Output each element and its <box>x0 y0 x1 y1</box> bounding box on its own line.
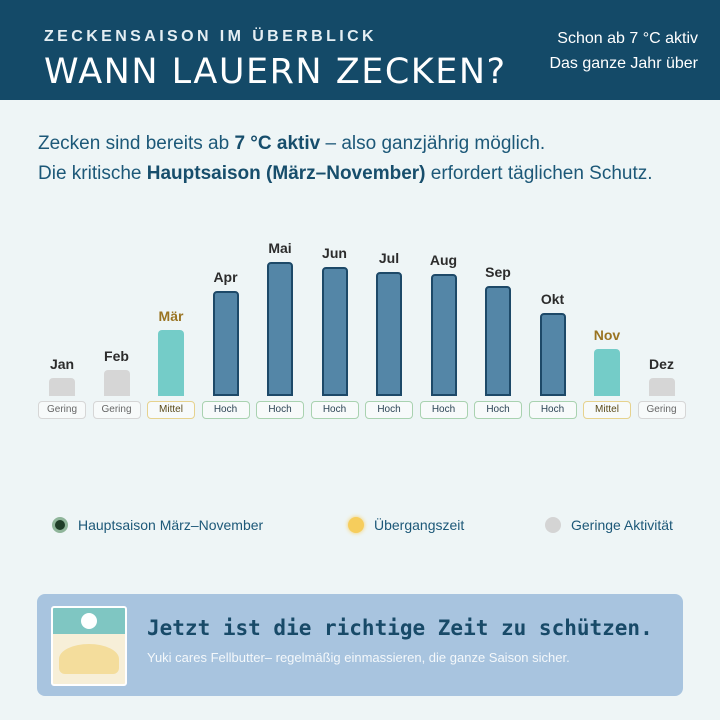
bar-mai <box>267 262 293 396</box>
legend-dot-icon <box>545 517 561 533</box>
legend-dot-icon <box>52 517 68 533</box>
month-label-dez: Dez <box>649 356 674 372</box>
bar-feb <box>103 370 130 396</box>
month-label-sep: Sep <box>485 264 511 280</box>
activity-chart: Jan Gering Feb Gering Mär Mittel Apr Hoch Mai Hoc… <box>0 230 720 430</box>
level-badge-dez: Gering <box>637 401 686 419</box>
month-label-mär: Mär <box>158 308 184 324</box>
month-label-jul: Jul <box>378 250 400 266</box>
intro-line-2: Die kritische Hauptsaison (März–November… <box>38 159 698 189</box>
legend-low-activity: Geringe Aktivität <box>545 517 673 533</box>
bar-nov <box>594 349 620 396</box>
brand-logo-icon <box>81 613 97 629</box>
level-badge-jul: Hoch <box>365 401 413 419</box>
bar-mär <box>158 330 184 396</box>
month-label-jan: Jan <box>49 356 75 372</box>
cta-title: Jetzt ist die richtige Zeit zu schützen. <box>147 616 653 640</box>
bar-jun <box>321 267 348 396</box>
intro-text-part: Die kritische <box>38 163 147 184</box>
product-illustration <box>59 644 119 674</box>
legend-transition: Übergangszeit <box>348 517 464 533</box>
level-badge-jan: Gering <box>38 401 86 419</box>
level-badge-sep: Hoch <box>474 401 522 419</box>
level-badge-jun: Hoch <box>310 401 359 419</box>
level-badge-nov: Mittel <box>583 401 631 419</box>
level-badge-okt: Hoch <box>528 401 577 419</box>
level-badge-feb: Gering <box>92 401 141 419</box>
bar-jul <box>376 272 402 396</box>
legend-label: Übergangszeit <box>374 517 465 533</box>
month-label-okt: Okt <box>540 291 565 307</box>
bar-apr <box>212 291 239 396</box>
page-title: WANN LAUERN ZECKEN? <box>44 52 507 92</box>
call-to-action-banner[interactable]: Jetzt ist die richtige Zeit zu schützen.… <box>37 594 683 696</box>
intro-text-part: Zecken sind bereits ab <box>38 133 235 154</box>
month-label-feb: Feb <box>104 348 129 364</box>
side-note: Schon ab 7 °C aktiv Das ganze Jahr über <box>549 26 698 76</box>
month-label-jun: Jun <box>322 245 347 261</box>
level-badge-mai: Hoch <box>256 401 304 419</box>
legend-label: Geringe Aktivität <box>571 517 673 533</box>
intro-highlight: 7 °C aktiv <box>234 133 321 154</box>
month-label-aug: Aug <box>429 252 458 268</box>
level-badge-aug: Hoch <box>419 401 468 419</box>
product-label-band <box>53 608 125 634</box>
intro-highlight: Hauptsaison (März–November) <box>146 163 426 184</box>
cta-subtitle: Yuki cares Fellbutter– regelmäßig einmas… <box>147 650 570 665</box>
intro-text-part: – also ganzjährig möglich. <box>320 133 546 154</box>
header-banner: ZECKENSAISON IM ÜBERBLICK WANN LAUERN ZE… <box>0 0 720 100</box>
month-label-mai: Mai <box>268 240 292 256</box>
bar-sep <box>485 286 511 396</box>
month-label-nov: Nov <box>593 327 621 343</box>
legend-main-season: Hauptsaison März–November <box>52 517 263 533</box>
bar-jan <box>49 378 75 396</box>
product-package-icon <box>51 606 127 686</box>
side-note-line-2: Das ganze Jahr über <box>549 55 698 72</box>
intro-text-part: erfordert täglichen Schutz. <box>425 163 653 184</box>
intro-text: Zecken sind bereits ab 7 °C aktiv – also… <box>38 129 698 189</box>
legend-label: Hauptsaison März–November <box>78 517 264 533</box>
bar-dez <box>648 378 675 396</box>
legend-dot-icon <box>348 517 364 533</box>
level-badge-apr: Hoch <box>201 401 250 419</box>
bar-aug <box>430 274 457 396</box>
level-badge-mär: Mittel <box>147 401 195 419</box>
month-label-apr: Apr <box>213 269 238 285</box>
bar-okt <box>539 313 566 396</box>
eyebrow-title: ZECKENSAISON IM ÜBERBLICK <box>44 28 378 45</box>
intro-line-1: Zecken sind bereits ab 7 °C aktiv – also… <box>38 129 698 159</box>
side-note-line-1: Schon ab 7 °C aktiv <box>557 30 698 47</box>
